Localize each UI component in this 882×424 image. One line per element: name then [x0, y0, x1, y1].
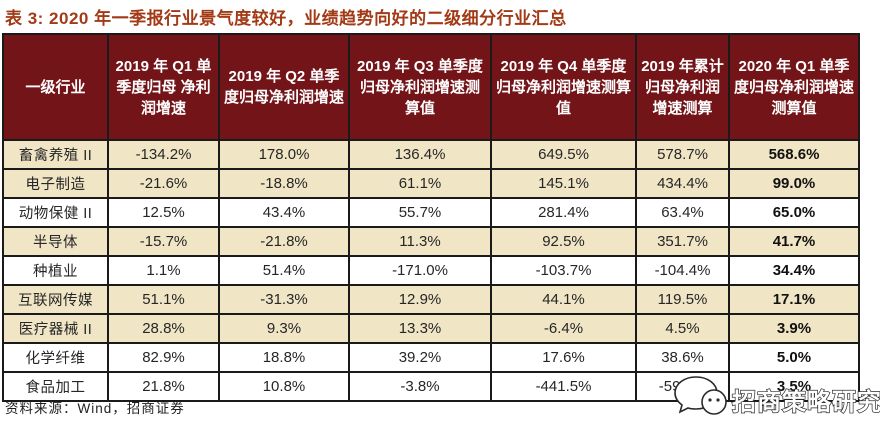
value-cell: -31.3%: [218, 284, 350, 315]
industry-cell: 种植业: [2, 255, 109, 286]
value-cell: 351.7%: [635, 226, 730, 257]
value-cell-2020q1: 17.1%: [728, 284, 860, 315]
industry-cell: 半导体: [2, 226, 109, 257]
value-cell-2020q1: 41.7%: [728, 226, 860, 257]
column-header: 一级行业: [2, 33, 109, 141]
source-note: 资料来源：Wind，招商证券: [5, 401, 185, 416]
value-cell: -103.7%: [490, 255, 637, 286]
table-row: 畜禽养殖 II -134.2% 178.0% 136.4% 649.5% 578.7% 56…: [2, 139, 860, 170]
value-cell: 12.5%: [107, 197, 220, 228]
value-cell-2020q1: 65.0%: [728, 197, 860, 228]
table-row: 半导体 -15.7% -21.8% 11.3% 92.5% 351.7% 41.7%: [2, 226, 860, 257]
value-cell: 9.3%: [218, 313, 350, 344]
industry-cell: 畜禽养殖 II: [2, 139, 109, 170]
table-row: 互联网传媒 51.1% -31.3% 12.9% 44.1% 119.5% 17.1%: [2, 284, 860, 315]
industry-cell: 食品加工: [2, 371, 109, 402]
value-cell: 178.0%: [218, 139, 350, 170]
value-cell: 44.1%: [490, 284, 637, 315]
value-cell-2020q1: 34.4%: [728, 255, 860, 286]
table-row: 化学纤维 82.9% 18.8% 39.2% 17.6% 38.6% 5.0%: [2, 342, 860, 373]
value-cell: 39.2%: [348, 342, 492, 373]
value-cell: -3.8%: [348, 371, 492, 402]
value-cell: 145.1%: [490, 168, 637, 199]
table-row: 动物保健 II 12.5% 43.4% 55.7% 281.4% 63.4% 65.0%: [2, 197, 860, 228]
value-cell-2020q1: 3.9%: [728, 313, 860, 344]
value-cell: 136.4%: [348, 139, 492, 170]
value-cell: 578.7%: [635, 139, 730, 170]
value-cell: 12.9%: [348, 284, 492, 315]
column-header: 2020 年 Q1 单季度归母净利润增速测算值: [728, 33, 860, 141]
value-cell: 434.4%: [635, 168, 730, 199]
value-cell: -104.4%: [635, 255, 730, 286]
value-cell: 43.4%: [218, 197, 350, 228]
table-title: 表 3: 2020 年一季报行业景气度较好，业绩趋势向好的二级细分行业汇总: [5, 9, 567, 28]
value-cell: 82.9%: [107, 342, 220, 373]
value-cell: 4.5%: [635, 313, 730, 344]
value-cell-2020q1: 568.6%: [728, 139, 860, 170]
header-row: 一级行业 2019 年 Q1 单季度归母 净利润增速 2019 年 Q2 单季度归母…: [2, 33, 860, 141]
table-row: 医疗器械 II 28.8% 9.3% 13.3% -6.4% 4.5% 3.9%: [2, 313, 860, 344]
value-cell: 51.1%: [107, 284, 220, 315]
value-cell: -6.4%: [490, 313, 637, 344]
value-cell: 92.5%: [490, 226, 637, 257]
value-cell: 28.8%: [107, 313, 220, 344]
value-cell: -441.5%: [490, 371, 637, 402]
value-cell-2020q1: 99.0%: [728, 168, 860, 199]
value-cell-2020q1: 5.0%: [728, 342, 860, 373]
industry-cell: 化学纤维: [2, 342, 109, 373]
value-cell: 13.3%: [348, 313, 492, 344]
value-cell: 18.8%: [218, 342, 350, 373]
value-cell: 51.4%: [218, 255, 350, 286]
value-cell-2020q1: 3.5%: [728, 371, 860, 402]
column-header: 2019 年 Q4 单季度归母净利润增速测算值: [490, 33, 637, 141]
value-cell: 21.8%: [107, 371, 220, 402]
industry-cell: 动物保健 II: [2, 197, 109, 228]
value-cell: 63.4%: [635, 197, 730, 228]
value-cell: -21.6%: [107, 168, 220, 199]
column-header: 2019 年 Q1 单季度归母 净利润增速: [107, 33, 220, 141]
table-row: 食品加工 21.8% 10.8% -3.8% -441.5% -59.6% 3.5%: [2, 371, 860, 402]
table-row: 种植业 1.1% 51.4% -171.0% -103.7% -104.4% 34.4%: [2, 255, 860, 286]
value-cell: 55.7%: [348, 197, 492, 228]
value-cell: -15.7%: [107, 226, 220, 257]
value-cell: 649.5%: [490, 139, 637, 170]
value-cell: -21.8%: [218, 226, 350, 257]
value-cell: 38.6%: [635, 342, 730, 373]
value-cell: -134.2%: [107, 139, 220, 170]
value-cell: 10.8%: [218, 371, 350, 402]
industry-earnings-table: 一级行业 2019 年 Q1 单季度归母 净利润增速 2019 年 Q2 单季度归母…: [2, 33, 860, 402]
value-cell: -171.0%: [348, 255, 492, 286]
value-cell: 11.3%: [348, 226, 492, 257]
industry-cell: 医疗器械 II: [2, 313, 109, 344]
value-cell: 61.1%: [348, 168, 492, 199]
table-body: 畜禽养殖 II -134.2% 178.0% 136.4% 649.5% 578.7% 56…: [2, 139, 860, 402]
value-cell: -18.8%: [218, 168, 350, 199]
column-header: 2019 年 Q3 单季度归母净利润增速测算值: [348, 33, 492, 141]
column-header: 2019 年 Q2 单季度归母净利润增速: [218, 33, 350, 141]
table-header: 一级行业 2019 年 Q1 单季度归母 净利润增速 2019 年 Q2 单季度归母…: [2, 33, 860, 141]
value-cell: 17.6%: [490, 342, 637, 373]
industry-cell: 互联网传媒: [2, 284, 109, 315]
value-cell: 119.5%: [635, 284, 730, 315]
value-cell: 281.4%: [490, 197, 637, 228]
table-row: 电子制造 -21.6% -18.8% 61.1% 145.1% 434.4% 99.0%: [2, 168, 860, 199]
value-cell: 1.1%: [107, 255, 220, 286]
value-cell: -59.6%: [635, 371, 730, 402]
column-header: 2019 年累计归母净利润增速测算: [635, 33, 730, 141]
industry-cell: 电子制造: [2, 168, 109, 199]
